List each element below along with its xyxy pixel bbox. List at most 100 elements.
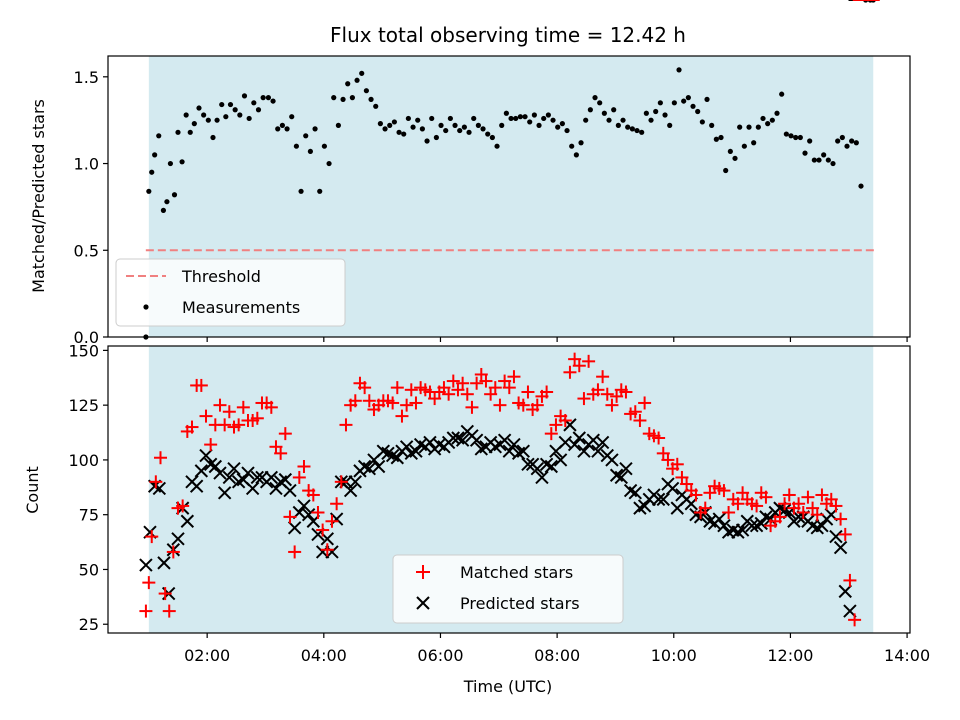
measurement-point — [156, 133, 162, 139]
measurement-point — [657, 100, 663, 106]
measurement-point — [480, 126, 486, 132]
matched-point — [484, 387, 498, 401]
matched-point — [834, 512, 848, 526]
matched-point — [792, 497, 806, 511]
measurement-point — [205, 117, 211, 123]
matched-point — [670, 457, 684, 471]
measurement-point — [401, 131, 407, 137]
measurement-point — [214, 117, 220, 123]
matched-point — [838, 527, 852, 541]
matched-point — [577, 392, 591, 406]
x-tick-label: 12:00 — [767, 646, 813, 665]
measurement-point — [858, 183, 864, 189]
predicted-point — [390, 451, 405, 465]
x-tick-label: 14:00 — [884, 646, 930, 665]
measurement-point — [723, 167, 729, 174]
top-x-ticks — [206, 337, 908, 342]
matched-point — [199, 409, 213, 423]
measurement-point — [265, 95, 271, 101]
measurement-point — [146, 188, 152, 194]
matched-point — [549, 418, 563, 432]
matched-point — [442, 387, 456, 401]
predicted-point — [544, 459, 558, 474]
measurement-point — [270, 98, 276, 104]
measurement-point — [340, 96, 346, 102]
matched-point — [488, 381, 502, 395]
top-axes-frame — [107, 55, 911, 338]
predicted-point — [651, 492, 666, 507]
matched-point — [596, 370, 610, 384]
matched-point — [474, 367, 488, 381]
measurement-point — [424, 138, 430, 144]
measurement-point — [183, 112, 189, 118]
predicted-point — [754, 516, 768, 531]
measurement-point — [354, 77, 360, 83]
predicted-point — [264, 470, 279, 485]
matched-point — [479, 374, 493, 388]
measurement-point — [709, 122, 715, 128]
measurement-point — [648, 117, 654, 123]
matched-point — [530, 398, 544, 412]
matched-point — [736, 486, 750, 500]
measurement-point — [160, 207, 167, 213]
y-tick-label: 1.0 — [74, 155, 99, 174]
chart-title: Flux total observing time = 12.42 h — [330, 23, 686, 47]
matched-point — [325, 514, 339, 528]
matched-point — [437, 381, 451, 395]
predicted-point — [530, 461, 544, 476]
bottom-x-ticks: 02:00 04:00 06:00 08:00 10:00 12:00 14:00 — [184, 633, 930, 665]
measurement-point — [765, 121, 771, 127]
measurement-point — [210, 134, 216, 141]
measurement-point — [246, 115, 252, 122]
measurement-point — [359, 70, 365, 76]
predicted-point — [833, 540, 848, 555]
predicted-point — [157, 556, 171, 570]
measurement-point — [223, 114, 229, 120]
measurement-point — [821, 152, 827, 158]
matched-point — [759, 490, 773, 504]
measurement-point — [835, 138, 841, 144]
measurement-point — [255, 107, 262, 113]
measurement-point — [769, 117, 775, 123]
measurement-point — [335, 122, 341, 128]
top-legend: Threshold Measurements — [115, 258, 346, 327]
measurement-point — [830, 160, 836, 167]
predicted-point — [553, 453, 568, 467]
matched-point — [703, 486, 717, 500]
legend-matched-swatch — [416, 565, 430, 579]
matched-point — [563, 365, 577, 379]
matched-point — [731, 497, 745, 511]
top-marks — [143, 0, 876, 340]
matched-point — [465, 400, 479, 414]
x-tick-label: 04:00 — [301, 646, 347, 665]
measurement-point — [853, 140, 859, 146]
predicted-point — [815, 518, 829, 533]
matched-point — [320, 543, 334, 557]
predicted-point — [572, 431, 586, 445]
measurement-point — [797, 134, 803, 141]
predicted-point — [139, 558, 153, 572]
measurement-point — [583, 117, 589, 123]
measurement-point — [587, 107, 593, 113]
measurement-point — [438, 122, 444, 128]
matched-point — [717, 484, 731, 498]
matched-point — [269, 440, 283, 454]
matched-point — [232, 418, 246, 432]
bottom-y-ticks: 25 50 75 100 125 150 — [68, 341, 108, 634]
matched-point — [176, 499, 190, 513]
measurement-point — [611, 107, 617, 113]
matched-point — [339, 418, 353, 432]
measurement-point — [825, 157, 831, 163]
matched-point — [446, 374, 460, 388]
matched-point — [633, 413, 647, 427]
measurement-point — [405, 115, 411, 122]
y-tick-label: 1.5 — [74, 68, 99, 87]
legend-measurements-swatch — [143, 304, 149, 310]
measurement-point — [187, 129, 193, 135]
predicted-point — [577, 444, 591, 458]
matched-point — [311, 506, 325, 520]
measurement-point — [699, 119, 705, 125]
matched-point — [689, 488, 703, 502]
measurement-point — [807, 138, 813, 144]
matched-point — [264, 400, 278, 414]
